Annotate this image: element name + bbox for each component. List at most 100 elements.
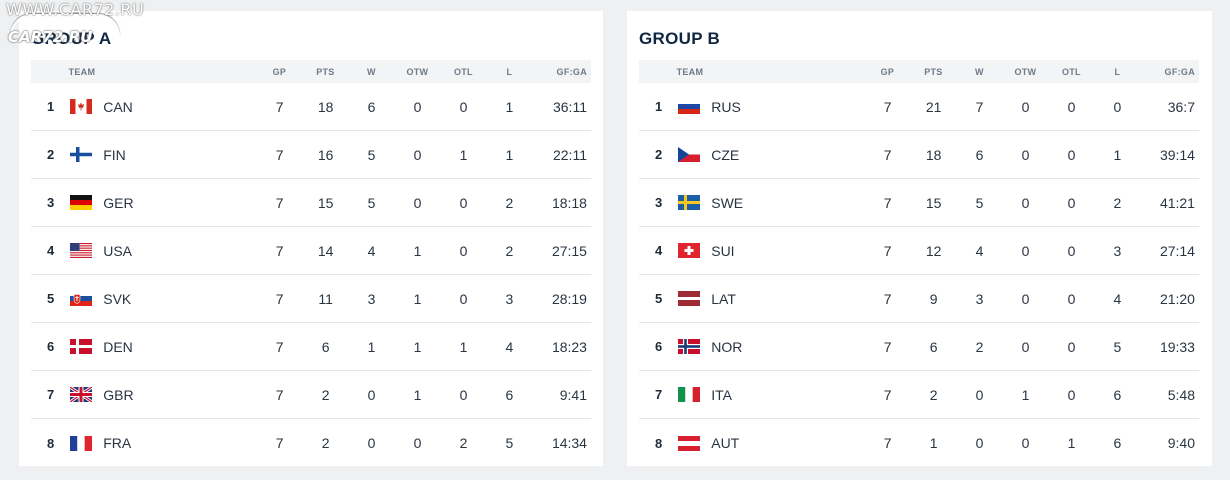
table-row[interactable]: 4 SUI 7 12 4 0 0 3 27:14 (639, 227, 1199, 275)
sui-flag-icon (678, 243, 701, 258)
otl-cell: 1 (459, 338, 468, 355)
table-row[interactable]: 7 ITA 7 2 0 1 0 6 5:48 (639, 371, 1199, 419)
team-cell[interactable]: SUI (672, 243, 864, 259)
den-flag-icon (70, 339, 93, 354)
table-row[interactable]: 6 NOR 7 6 2 0 0 5 19:33 (639, 323, 1199, 371)
table-row[interactable]: 1 RUS 7 21 7 0 0 0 36:7 (639, 83, 1199, 131)
w-cell: 4 (367, 242, 376, 259)
w-cell: 7 (975, 98, 984, 115)
table-row[interactable]: 3 SWE 7 15 5 0 0 2 41:21 (639, 179, 1199, 227)
group-a-panel: GROUP A TEAM GP PTS W OTW OTL L GF:GA 1 CAN 7 18 6 0 0… (19, 11, 603, 466)
otl-cell: 0 (1067, 338, 1076, 355)
gf-ga-cell: 39:14 (1159, 146, 1195, 163)
gf-ga-cell: 27:14 (1159, 242, 1195, 259)
pts-cell: 12 (925, 242, 942, 259)
w-cell: 4 (975, 242, 984, 259)
team-cell[interactable]: ITA (672, 387, 864, 403)
otl-cell: 1 (1067, 435, 1076, 451)
gbr-flag-icon (70, 387, 93, 402)
otl-cell: 0 (459, 242, 468, 259)
header-otl: OTL (1061, 66, 1081, 77)
l-cell: 3 (505, 290, 514, 307)
ita-flag-icon (678, 387, 701, 402)
team-name: FRA (103, 435, 132, 451)
otl-cell: 2 (459, 435, 468, 451)
w-cell: 5 (975, 194, 984, 211)
otl-cell: 1 (459, 146, 468, 163)
w-cell: 0 (975, 386, 984, 403)
watermark-logo: CAR72.RU (8, 28, 93, 46)
team-cell[interactable]: USA (64, 243, 256, 259)
table-row[interactable]: 8 FRA 7 2 0 0 2 5 14:34 (31, 419, 591, 467)
table-row[interactable]: 3 GER 7 15 5 0 0 2 18:18 (31, 179, 591, 227)
team-cell[interactable]: CAN (64, 99, 256, 115)
fra-flag-icon (70, 435, 93, 451)
team-cell[interactable]: NOR (672, 339, 864, 355)
team-cell[interactable]: CZE (672, 147, 864, 163)
w-cell: 3 (367, 290, 376, 307)
team-cell[interactable]: FRA (64, 435, 256, 451)
pts-cell: 6 (929, 338, 938, 355)
gf-ga-cell: 5:48 (1167, 386, 1195, 403)
l-cell: 0 (1113, 98, 1122, 115)
gf-ga-cell: 18:23 (551, 338, 587, 355)
l-cell: 5 (1113, 338, 1122, 355)
pts-cell: 14 (317, 242, 334, 259)
table-row[interactable]: 2 CZE 7 18 6 0 0 1 39:14 (639, 131, 1199, 179)
team-name: USA (103, 242, 133, 259)
team-cell[interactable]: SWE (672, 195, 864, 211)
header-team: TEAM (676, 66, 704, 77)
table-row[interactable]: 1 CAN 7 18 6 0 0 1 36:11 (31, 83, 591, 131)
w-cell: 6 (367, 98, 376, 115)
rank-cell: 7 (47, 387, 55, 402)
table-row[interactable]: 2 FIN 7 16 5 0 1 1 22:11 (31, 131, 591, 179)
otw-cell: 0 (413, 194, 422, 211)
team-name: DEN (103, 338, 133, 355)
table-row[interactable]: 6 DEN 7 6 1 1 1 4 18:23 (31, 323, 591, 371)
team-cell[interactable]: GER (64, 195, 256, 211)
gf-ga-cell: 41:21 (1159, 194, 1195, 211)
gp-cell: 7 (883, 435, 892, 451)
l-cell: 3 (1113, 242, 1122, 259)
pts-cell: 15 (317, 194, 334, 211)
team-cell[interactable]: RUS (672, 99, 864, 115)
gf-ga-cell: 14:34 (551, 435, 587, 451)
gf-ga-cell: 9:40 (1167, 435, 1195, 451)
team-cell[interactable]: GBR (64, 387, 256, 403)
header-gf-ga: GF:GA (556, 66, 588, 77)
w-cell: 6 (975, 146, 984, 163)
swe-flag-icon (678, 195, 701, 210)
team-name: CZE (711, 146, 740, 163)
rank-cell: 2 (47, 147, 55, 162)
table-row[interactable]: 5 LAT 7 9 3 0 0 4 21:20 (639, 275, 1199, 323)
team-cell[interactable]: SVK (64, 291, 256, 307)
team-name: SWE (711, 194, 744, 211)
group-b-standings-table: TEAM GP PTS W OTW OTL L GF:GA 1 RUS 7 21 7 0 0 0 36:7 2 CZ… (639, 60, 1199, 467)
team-cell[interactable]: LAT (672, 291, 864, 307)
lat-flag-icon (678, 291, 701, 306)
team-cell[interactable]: DEN (64, 339, 256, 355)
gp-cell: 7 (883, 386, 892, 403)
team-cell[interactable]: FIN (64, 147, 256, 163)
rank-cell: 4 (47, 243, 55, 258)
table-row[interactable]: 8 AUT 7 1 0 0 1 6 9:40 (639, 419, 1199, 467)
otl-cell: 0 (459, 386, 468, 403)
svk-flag-icon (70, 291, 93, 306)
team-name: SUI (711, 242, 735, 259)
team-cell[interactable]: AUT (672, 435, 864, 451)
gf-ga-cell: 22:11 (552, 146, 587, 163)
gp-cell: 7 (275, 146, 284, 163)
gp-cell: 7 (275, 98, 284, 115)
table-row[interactable]: 5 SVK 7 11 3 1 0 3 28:19 (31, 275, 591, 323)
table-row[interactable]: 7 GBR 7 2 0 1 0 6 9:41 (31, 371, 591, 419)
header-team: TEAM (68, 66, 96, 77)
l-cell: 6 (1113, 435, 1122, 451)
rank-cell: 1 (47, 99, 55, 114)
rank-cell: 5 (655, 291, 663, 306)
gp-cell: 7 (883, 194, 892, 211)
otw-cell: 0 (413, 98, 422, 115)
l-cell: 6 (1113, 386, 1122, 403)
table-row[interactable]: 4 USA 7 14 4 1 0 2 27:15 (31, 227, 591, 275)
team-name: NOR (711, 338, 743, 355)
w-cell: 0 (975, 435, 984, 451)
